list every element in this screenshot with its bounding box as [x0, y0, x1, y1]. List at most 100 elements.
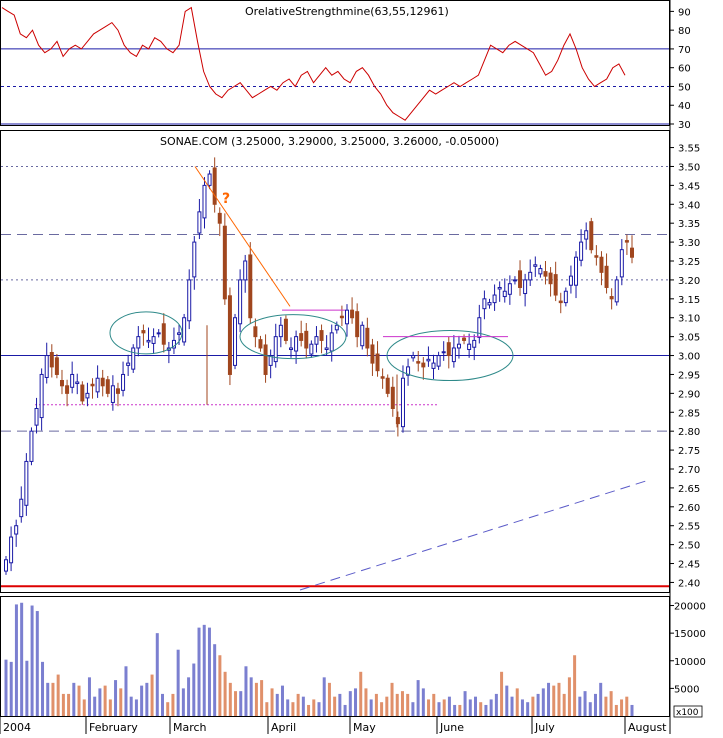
- volume-bar: [510, 696, 514, 716]
- candle-body: [512, 279, 517, 282]
- candle-body: [273, 336, 278, 363]
- candle-body: [344, 309, 349, 325]
- rs-tick-label: 60: [678, 64, 691, 75]
- candle-body: [406, 366, 411, 376]
- candle-body: [227, 295, 232, 375]
- volume-bar: [25, 660, 29, 716]
- candle-body: [543, 271, 548, 277]
- candle-body: [533, 264, 538, 267]
- volume-bar: [359, 671, 363, 716]
- candle-body: [574, 256, 579, 286]
- volume-bar: [254, 682, 258, 716]
- candle-body: [121, 373, 126, 391]
- volume-bar: [14, 604, 18, 716]
- volume-bar: [573, 655, 577, 716]
- x-tick-label: June: [439, 721, 464, 734]
- volume-bar: [244, 666, 248, 716]
- rs-tick-label: 50: [678, 82, 691, 93]
- volume-bar: [541, 688, 545, 716]
- candle-body: [507, 283, 512, 295]
- price-tick-label: 3.15: [678, 295, 700, 306]
- x-tick-label: May: [353, 721, 376, 734]
- volume-bar: [421, 688, 425, 716]
- candle-body: [39, 373, 44, 419]
- rs-panel-title: OrelativeStrengthmine(63,55,12961): [245, 5, 449, 18]
- volume-bar: [176, 649, 180, 716]
- price-tick-label: 2.45: [678, 560, 700, 571]
- volume-bar: [72, 682, 76, 716]
- candle-body: [4, 559, 8, 572]
- candle-body: [482, 298, 487, 310]
- candle-body: [243, 260, 248, 281]
- x-tick-label: February: [89, 721, 138, 734]
- candle-body: [136, 336, 141, 349]
- candle-body: [584, 230, 589, 240]
- candle-body: [156, 332, 161, 335]
- price-tick-label: 3.55: [678, 144, 700, 155]
- volume-bar: [447, 696, 451, 716]
- volume-bar: [390, 682, 394, 716]
- candle-body: [90, 383, 95, 387]
- price-tick-label: 3.50: [678, 162, 700, 173]
- volume-bar: [4, 659, 8, 716]
- candle-body: [85, 392, 90, 399]
- candle-body: [390, 386, 395, 409]
- candle-body: [324, 347, 329, 350]
- candle-body: [299, 333, 304, 341]
- candle-body: [283, 318, 288, 341]
- volume-bar: [202, 624, 206, 716]
- candle-body: [462, 337, 467, 341]
- volume-bar: [609, 691, 613, 716]
- candle-body: [329, 332, 334, 352]
- volume-bar: [77, 685, 81, 716]
- volume-bar: [604, 696, 608, 716]
- candle-body: [548, 272, 553, 285]
- volume-bar: [583, 691, 587, 716]
- volume-bar: [500, 671, 504, 716]
- candle-body: [421, 362, 426, 368]
- volume-bar: [520, 699, 524, 716]
- volume-bar: [181, 688, 185, 716]
- volume-bar: [547, 682, 551, 716]
- candle-body: [14, 525, 19, 535]
- candle-body: [304, 330, 309, 349]
- candle-body: [187, 279, 192, 322]
- candle-body: [380, 376, 385, 379]
- volume-bar: [82, 699, 86, 716]
- candle-body: [233, 317, 238, 366]
- candle-body: [477, 317, 482, 338]
- volume-bar: [327, 682, 331, 716]
- candle-body: [248, 254, 253, 319]
- volume-bar: [145, 682, 149, 716]
- volume-bar: [526, 702, 530, 716]
- candle-body: [222, 225, 227, 300]
- x-tick-label: 2004: [3, 721, 31, 734]
- volume-bar: [301, 696, 305, 716]
- price-tick-label: 3.35: [678, 219, 700, 230]
- consolidation-ellipse: [109, 311, 183, 355]
- multiplier-box: [673, 705, 703, 718]
- volume-bar: [197, 627, 201, 716]
- candle-body: [614, 279, 619, 303]
- volume-bar: [265, 702, 269, 716]
- price-tick-label: 3.30: [678, 238, 700, 249]
- candle-body: [497, 286, 502, 290]
- rs-series-line: [1, 6, 626, 121]
- candle-body: [451, 347, 456, 363]
- volume-panel: 20000 15000 10000 5000: [4, 602, 706, 716]
- candle-body: [604, 265, 609, 288]
- candle-body: [467, 343, 472, 350]
- volume-bar: [207, 627, 211, 716]
- volume-bar: [531, 696, 535, 716]
- candle-body: [594, 255, 599, 258]
- candle-body: [411, 355, 416, 359]
- volume-bar: [46, 682, 50, 716]
- candle-body: [65, 385, 70, 394]
- volume-bar: [155, 633, 159, 716]
- candle-body: [278, 324, 283, 338]
- volume-bar: [280, 685, 284, 716]
- volume-bar: [343, 704, 347, 716]
- volume-bar: [505, 685, 509, 716]
- volume-bar: [93, 696, 97, 716]
- candle-body: [95, 377, 100, 393]
